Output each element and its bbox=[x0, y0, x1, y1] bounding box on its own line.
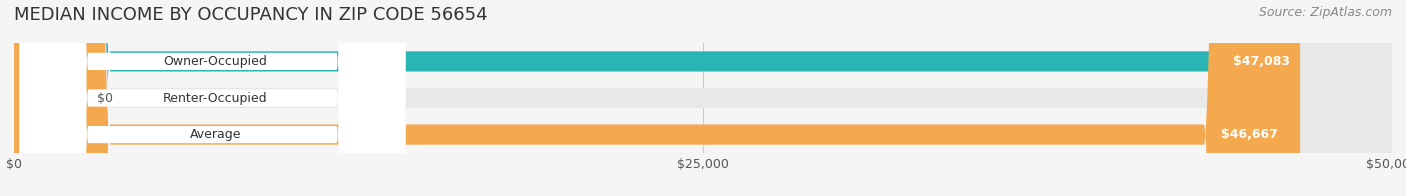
Text: Average: Average bbox=[190, 128, 240, 141]
Text: $46,667: $46,667 bbox=[1222, 128, 1278, 141]
FancyBboxPatch shape bbox=[14, 0, 69, 196]
FancyBboxPatch shape bbox=[20, 0, 405, 196]
Text: $0: $0 bbox=[97, 92, 112, 104]
Text: MEDIAN INCOME BY OCCUPANCY IN ZIP CODE 56654: MEDIAN INCOME BY OCCUPANCY IN ZIP CODE 5… bbox=[14, 6, 488, 24]
Text: Source: ZipAtlas.com: Source: ZipAtlas.com bbox=[1258, 6, 1392, 19]
FancyBboxPatch shape bbox=[14, 0, 1392, 196]
FancyBboxPatch shape bbox=[20, 0, 405, 196]
FancyBboxPatch shape bbox=[14, 0, 1312, 196]
FancyBboxPatch shape bbox=[20, 0, 405, 196]
Text: Renter-Occupied: Renter-Occupied bbox=[163, 92, 267, 104]
FancyBboxPatch shape bbox=[14, 0, 1392, 196]
FancyBboxPatch shape bbox=[14, 0, 1301, 196]
Text: $47,083: $47,083 bbox=[1233, 55, 1289, 68]
Text: Owner-Occupied: Owner-Occupied bbox=[163, 55, 267, 68]
FancyBboxPatch shape bbox=[14, 0, 1392, 196]
